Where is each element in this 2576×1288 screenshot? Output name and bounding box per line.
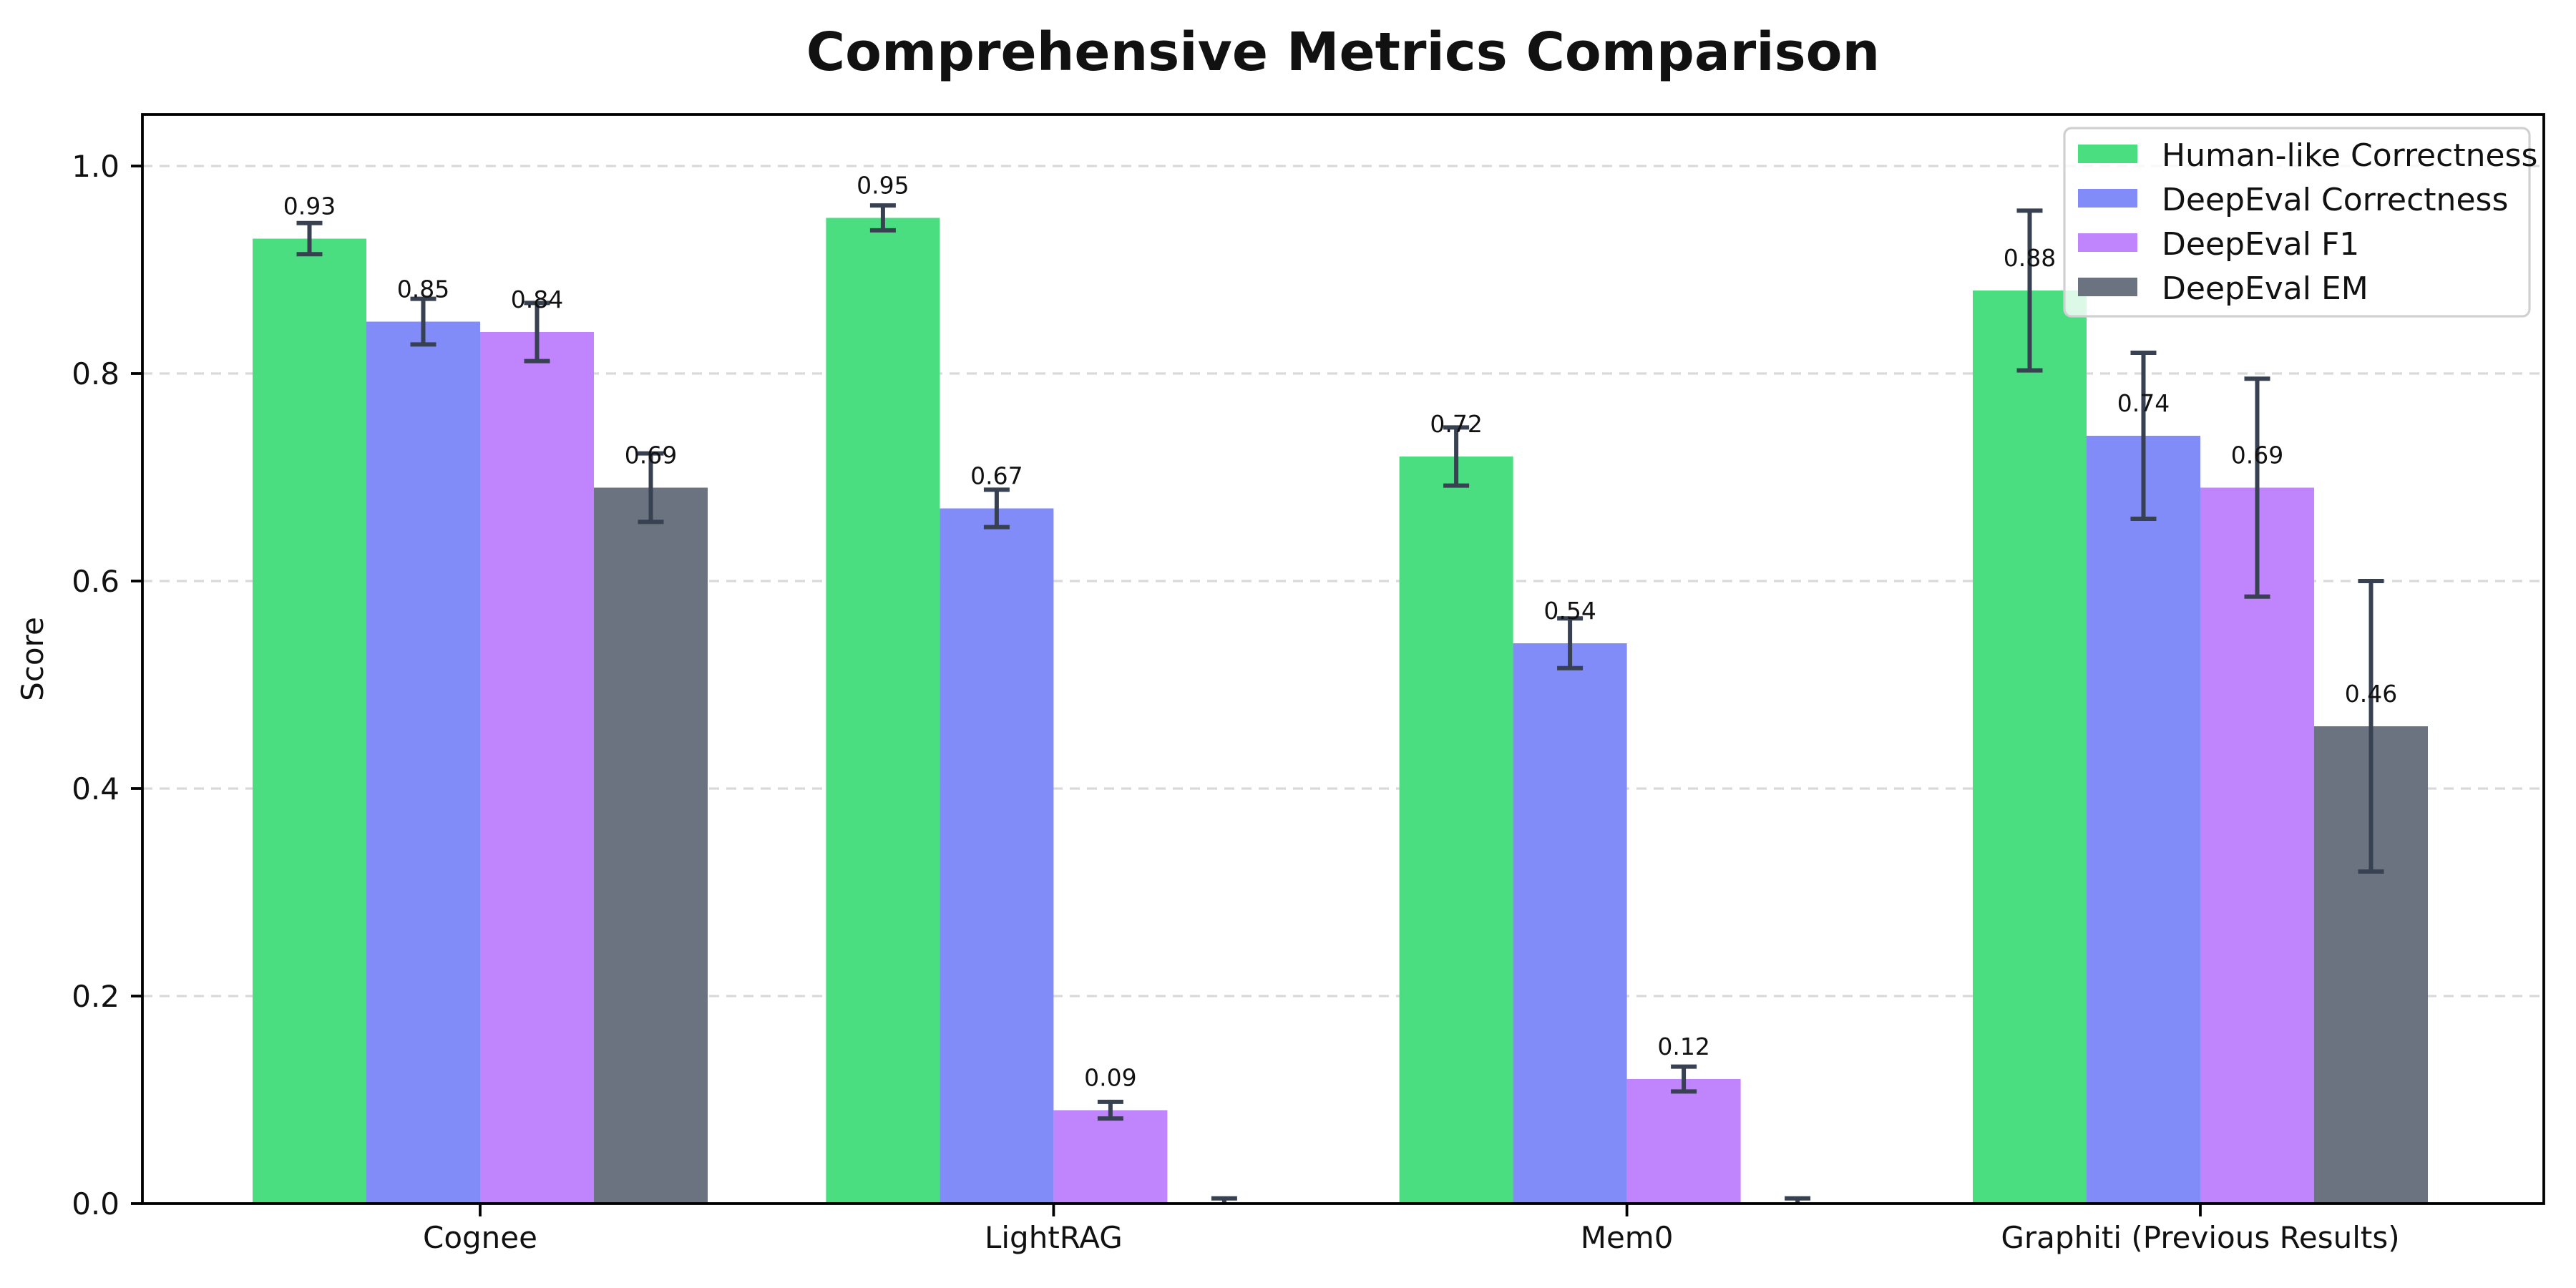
y-tick-label: 0.8 xyxy=(72,356,119,391)
bar-cognee-deepeval-f1 xyxy=(480,332,594,1204)
bar-value-label: 0.69 xyxy=(625,441,677,469)
bars xyxy=(253,218,2428,1204)
bar-value-label: 0.12 xyxy=(1657,1033,1709,1060)
bar-value-label: 0.85 xyxy=(397,275,449,303)
tick-labels: 0.0 0.2 0.4 0.6 0.8 1.0 Cognee LightRAG Mem0 Grap… xyxy=(72,149,2399,1255)
y-axis-label: Score xyxy=(15,617,50,701)
legend-swatch-deepeval-f1 xyxy=(2078,233,2137,252)
legend-box xyxy=(2063,127,2531,318)
y-tick-label: 0.2 xyxy=(72,979,119,1014)
bar-value-label: 0.67 xyxy=(970,462,1023,490)
value-labels: 0.93 0.95 0.72 0.88 0.85 0.67 0.54 0.74 0.84 0.09… xyxy=(283,172,2397,1092)
bar-value-label: 0.46 xyxy=(2345,680,2397,708)
x-tick-label: Mem0 xyxy=(1581,1220,1674,1255)
bar-graphiti-previous-results-human-like-correctness xyxy=(1973,291,2087,1204)
bar-lightrag-deepeval-correctness xyxy=(940,508,1054,1204)
bar-mem0-deepeval-f1 xyxy=(1626,1079,1741,1204)
bar-value-label: 0.72 xyxy=(1430,410,1482,438)
bar-value-label: 0.84 xyxy=(511,286,563,313)
chart-title: Comprehensive Metrics Comparison xyxy=(806,21,1880,83)
legend-label: DeepEval F1 xyxy=(2162,226,2359,263)
bar-value-label: 0.95 xyxy=(857,172,909,200)
y-tick-label: 0.0 xyxy=(72,1186,119,1221)
bar-cognee-deepeval-em xyxy=(594,487,708,1204)
legend-label: Human-like Correctness xyxy=(2162,137,2537,174)
error-bars xyxy=(296,203,2384,1204)
bar-cognee-human-like-correctness xyxy=(253,238,366,1204)
bar-value-label: 0.09 xyxy=(1084,1064,1136,1092)
legend-swatch-human-like-correctness xyxy=(2078,145,2137,163)
bar-value-label: 0.88 xyxy=(2004,244,2056,272)
legend-swatch-deepeval-correctness xyxy=(2078,189,2137,208)
bar-value-label: 0.93 xyxy=(283,192,336,220)
axis-ticks xyxy=(131,165,2202,1216)
bar-value-label: 0.74 xyxy=(2117,389,2170,417)
bar-lightrag-deepeval-f1 xyxy=(1053,1110,1168,1204)
x-tick-label: Cognee xyxy=(423,1220,537,1255)
legend-label: DeepEval EM xyxy=(2162,270,2368,307)
bar-mem0-human-like-correctness xyxy=(1399,457,1513,1204)
bar-mem0-deepeval-correctness xyxy=(1513,643,1627,1204)
bar-graphiti-previous-results-deepeval-correctness xyxy=(2087,436,2200,1204)
x-tick-label: Graphiti (Previous Results) xyxy=(2001,1220,2399,1255)
y-tick-label: 0.4 xyxy=(72,771,119,806)
legend: Human-like Correctness DeepEval Correctne… xyxy=(2063,127,2537,318)
legend-label: DeepEval Correctness xyxy=(2162,182,2508,218)
bar-graphiti-previous-results-deepeval-f1 xyxy=(2200,487,2314,1204)
y-tick-label: 1.0 xyxy=(72,149,119,184)
bar-value-label: 0.69 xyxy=(2231,441,2283,469)
bar-value-label: 0.54 xyxy=(1543,597,1596,625)
bar-lightrag-human-like-correctness xyxy=(826,218,940,1204)
legend-swatch-deepeval-em xyxy=(2078,278,2137,296)
bar-cognee-deepeval-correctness xyxy=(366,321,480,1204)
y-tick-label: 0.6 xyxy=(72,564,119,599)
plot-border xyxy=(141,113,2545,1205)
x-tick-label: LightRAG xyxy=(985,1220,1123,1255)
